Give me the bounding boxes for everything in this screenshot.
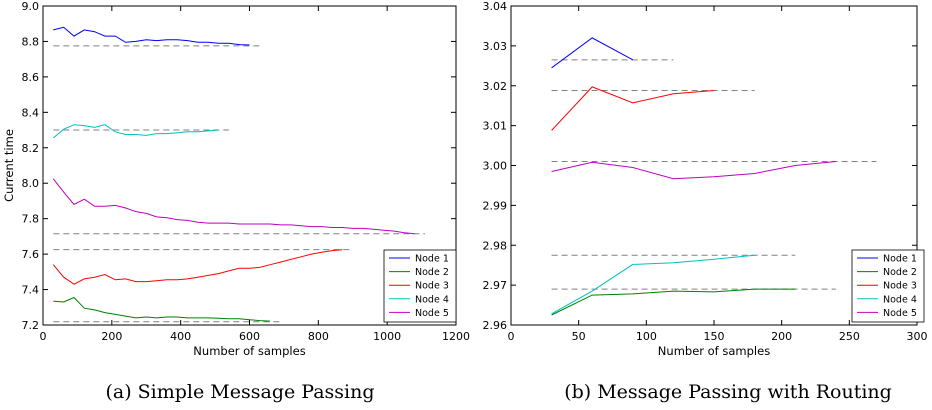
- legend-label: Node 5: [883, 308, 917, 319]
- y-tick-label: 3.02: [483, 80, 508, 93]
- x-tick-label: 0: [40, 330, 47, 343]
- y-tick-label: 8.0: [22, 177, 40, 190]
- series-line-node-1: [551, 37, 634, 69]
- series-line-node-3: [551, 86, 715, 131]
- x-tick-label: 200: [771, 330, 792, 343]
- x-tick-label: 0: [508, 330, 515, 343]
- legend-label: Node 3: [415, 281, 449, 292]
- legend-label: Node 5: [415, 308, 449, 319]
- x-tick-label: 400: [170, 330, 191, 343]
- x-tick-label: 1000: [373, 330, 401, 343]
- series-line-node-2: [53, 296, 271, 322]
- x-tick-label: 50: [572, 330, 586, 343]
- y-tick-label: 8.6: [22, 71, 40, 84]
- legend-label: Node 1: [883, 254, 917, 265]
- y-axis-label: Current time: [2, 129, 16, 202]
- series-line-node-5: [551, 161, 836, 180]
- x-tick-label: 300: [907, 330, 928, 343]
- legend: Node 1 Node 2 Node 3 Node 4 Node 5: [383, 249, 457, 323]
- legend-box: [851, 249, 925, 323]
- series-line-node-4: [52, 124, 219, 139]
- legend-label: Node 2: [415, 267, 449, 278]
- x-tick-label: 250: [839, 330, 860, 343]
- series-line-node-4: [551, 254, 755, 315]
- x-tick-label: 150: [704, 330, 725, 343]
- legend-label: Node 1: [415, 254, 449, 265]
- caption: (a) Simple Message Passing: [105, 381, 374, 403]
- y-tick-label: 7.6: [22, 248, 40, 261]
- x-tick-label: 1200: [442, 330, 470, 343]
- y-tick-label: 2.97: [483, 279, 508, 292]
- y-tick-label: 2.99: [483, 199, 508, 212]
- series-line-node-3: [52, 249, 343, 285]
- legend-label: Node 2: [883, 267, 917, 278]
- y-tick-label: 3.04: [483, 0, 508, 13]
- x-axis-label: Number of samples: [658, 344, 770, 358]
- series-line-node-5: [52, 178, 415, 235]
- y-tick-label: 8.8: [22, 35, 40, 48]
- x-tick-label: 800: [308, 330, 329, 343]
- legend: Node 1 Node 2 Node 3 Node 4 Node 5: [851, 249, 925, 323]
- y-tick-label: 2.98: [483, 239, 508, 252]
- chart-b: 0 50 100 150 200 250 300 2.96 2.97 2.98 2.99 3.00 3.…: [483, 0, 928, 403]
- y-tick-label: 7.8: [22, 213, 40, 226]
- series-line-node-1: [53, 26, 250, 46]
- y-tick-label: 7.2: [22, 319, 40, 332]
- x-axis-label: Number of samples: [193, 344, 305, 358]
- y-tick-label: 7.4: [22, 284, 40, 297]
- x-tick-label: 200: [101, 330, 122, 343]
- y-tick-label: 2.96: [483, 319, 508, 332]
- legend-label: Node 4: [415, 294, 449, 305]
- caption: (b) Message Passing with Routing: [564, 381, 892, 403]
- series-line-node-2: [551, 288, 796, 316]
- chart-a: 0 200 400 600 800 1000 1200 7.2 7.4 7.6 7.8 8.0 8.2 8…: [2, 0, 470, 403]
- y-tick-label: 3.01: [483, 120, 508, 133]
- x-tick-label: 100: [636, 330, 657, 343]
- y-tick-label: 8.4: [22, 106, 40, 119]
- y-tick-label: 3.00: [483, 160, 508, 173]
- y-tick-label: 3.03: [483, 40, 508, 53]
- y-tick-label: 8.2: [22, 142, 40, 155]
- y-tick-label: 9.0: [22, 0, 40, 13]
- x-tick-label: 600: [239, 330, 260, 343]
- legend-label: Node 3: [883, 281, 917, 292]
- legend-label: Node 4: [883, 294, 917, 305]
- legend-box: [383, 249, 457, 323]
